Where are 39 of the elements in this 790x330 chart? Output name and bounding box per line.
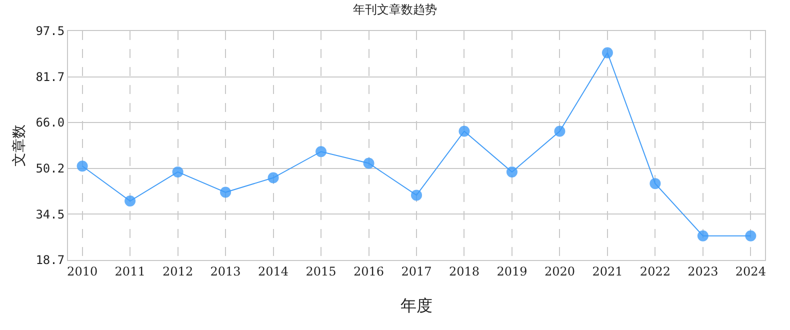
point [506,166,518,178]
point [316,146,327,158]
x-tick-label: 2024 [735,264,766,278]
x-tick-label: 2016 [353,264,384,278]
point [697,230,708,242]
y-axis-title: 文章数 [11,124,28,166]
point [363,158,374,169]
x-tick-label: 2019 [496,264,528,278]
x-tick-label: 2011 [114,264,146,278]
x-tick-label: 2021 [592,264,623,278]
x-tick-label: 2013 [210,264,241,278]
x-tick-label: 2010 [67,264,98,278]
x-tick-label: 2023 [688,264,718,278]
y-tick-label: 18.7 [36,253,65,268]
x-tick-label: 2012 [162,264,194,278]
x-tick-label: 2017 [401,264,432,278]
point [220,186,232,198]
point [268,172,279,184]
point [76,160,88,172]
point [458,126,470,137]
chart-title: 年刊文章数趋势 [353,2,437,16]
x-tick-label: 2014 [258,264,289,278]
x-axis-title: 年度 [400,296,432,316]
y-tick-label: 50.2 [36,162,65,176]
y-tick-label: 81.7 [36,70,65,84]
point [554,126,566,137]
point [411,190,422,201]
point [602,47,613,58]
x-tick-label: 2020 [544,264,575,278]
y-tick-label: 66.0 [36,116,65,130]
x-tick-label: 2022 [640,264,670,278]
x-tick-label: 2015 [306,264,336,278]
point [650,178,661,190]
point [172,166,184,178]
y-tick-label: 97.5 [36,24,65,38]
point [745,230,756,242]
x-tick-label: 2018 [448,264,480,278]
y-tick-label: 34.5 [36,207,65,222]
point [124,196,136,207]
